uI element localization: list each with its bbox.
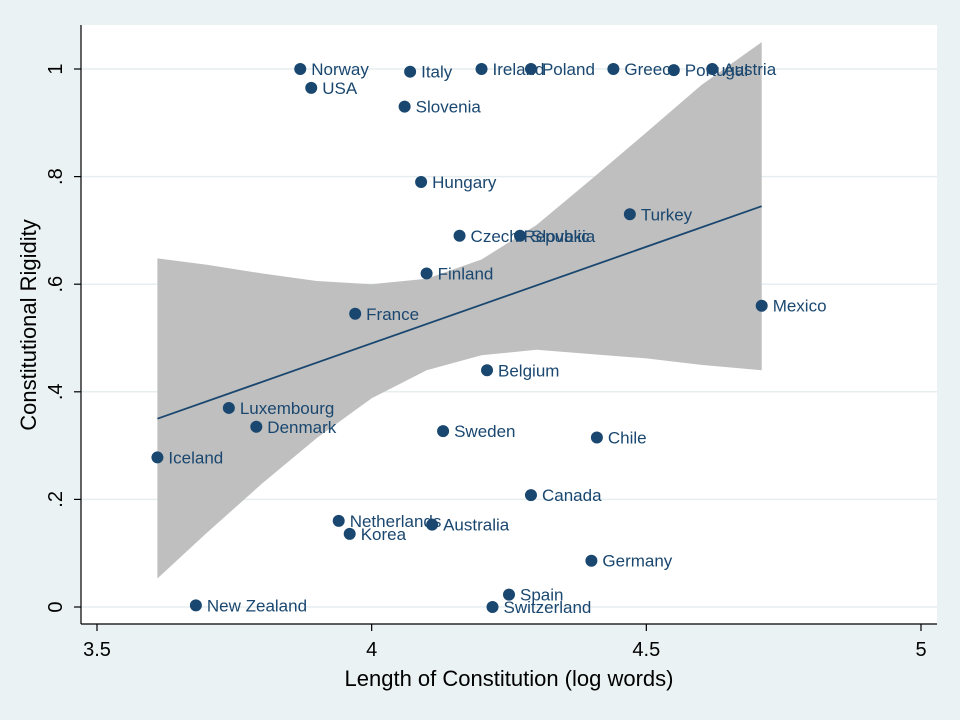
point-label-usa: USA <box>322 79 358 98</box>
point-italy <box>404 65 417 78</box>
point-label-belgium: Belgium <box>498 361 559 380</box>
point-label-italy: Italy <box>421 63 453 82</box>
point-luxembourg <box>222 401 235 414</box>
y-tick-label-2: .4 <box>45 383 67 400</box>
point-australia <box>426 518 439 531</box>
point-label-spain: Spain <box>520 586 563 605</box>
point-turkey <box>623 208 636 221</box>
y-tick-label-3: .6 <box>45 276 67 293</box>
point-label-denmark: Denmark <box>267 418 336 437</box>
point-label-slovenia: Slovenia <box>416 98 482 117</box>
x-tick-label-2: 4.5 <box>632 639 660 661</box>
point-label-switzerland: Switzerland <box>504 598 592 617</box>
point-label-czech-republic: Czech Republic <box>471 227 591 246</box>
point-label-sweden: Sweden <box>454 422 515 441</box>
point-usa <box>305 81 318 94</box>
point-finland <box>420 267 433 280</box>
y-tick-label-1: .2 <box>45 491 67 508</box>
point-belgium <box>481 364 494 377</box>
point-hungary <box>415 175 428 188</box>
x-tick-label-1: 4 <box>366 639 377 661</box>
point-label-korea: Korea <box>361 525 407 544</box>
point-label-chile: Chile <box>608 429 647 448</box>
point-label-greece: Greece <box>624 60 680 79</box>
y-tick-label-0: 0 <box>45 601 67 612</box>
point-label-netherlands: Netherlands <box>350 512 442 531</box>
point-label-portugal: Portugal <box>685 61 748 80</box>
y-tick-label-4: .8 <box>45 168 67 185</box>
point-label-poland: Poland <box>542 60 595 79</box>
point-label-hungary: Hungary <box>432 173 497 192</box>
point-slovenia <box>398 100 411 113</box>
point-greece <box>607 63 620 75</box>
x-axis-title: Length of Constitution (log words) <box>345 666 674 691</box>
y-tick-label-5: 1 <box>45 63 67 74</box>
point-czech-republic <box>453 229 466 242</box>
axes-group: 3.5 4 4.5 5 0 .2 .4 .6 .8 1 <box>45 25 937 661</box>
fit-line-group <box>157 205 762 420</box>
point-korea <box>343 527 356 540</box>
point-spain <box>503 588 515 601</box>
point-label-ireland: Ireland <box>493 60 545 79</box>
point-poland <box>524 63 537 75</box>
point-new-zealand <box>189 599 202 612</box>
point-label-australia: Australia <box>443 516 510 535</box>
fit-line <box>157 205 762 420</box>
y-axis-title: Constitutional Rigidity <box>16 219 41 431</box>
point-label-mexico: Mexico <box>773 297 827 316</box>
point-label-canada: Canada <box>542 486 602 505</box>
point-iceland <box>151 451 164 464</box>
point-france <box>349 307 362 320</box>
grid-lines <box>81 68 937 608</box>
point-chile <box>590 431 603 444</box>
point-label-norway: Norway <box>311 60 369 79</box>
point-label-austria: Austria <box>723 60 776 79</box>
point-norway <box>294 63 307 75</box>
point-germany <box>585 554 598 567</box>
point-label-luxembourg: Luxembourg <box>240 399 335 418</box>
point-ireland <box>475 63 488 75</box>
point-portugal <box>667 64 680 77</box>
x-tick-label-3: 5 <box>915 639 926 661</box>
point-mexico <box>755 299 768 312</box>
point-austria <box>706 63 719 75</box>
point-sweden <box>437 425 450 438</box>
point-label-turkey: Turkey <box>641 205 693 224</box>
point-canada <box>524 489 537 502</box>
point-label-slovakia: Slovakia <box>531 227 596 246</box>
point-label-finland: Finland <box>438 264 494 283</box>
point-slovakia <box>513 229 526 242</box>
point-netherlands <box>332 514 345 527</box>
confidence-band-group <box>157 42 762 579</box>
point-label-france: France <box>366 305 419 324</box>
point-switzerland <box>486 601 499 613</box>
x-tick-label-0: 3.5 <box>83 639 111 661</box>
points-group <box>151 63 768 613</box>
point-denmark <box>250 420 263 433</box>
point-label-iceland: Iceland <box>168 448 223 467</box>
point-label-new-zealand: New Zealand <box>207 596 307 615</box>
confidence-band <box>157 42 762 579</box>
point-label-germany: Germany <box>602 552 672 571</box>
